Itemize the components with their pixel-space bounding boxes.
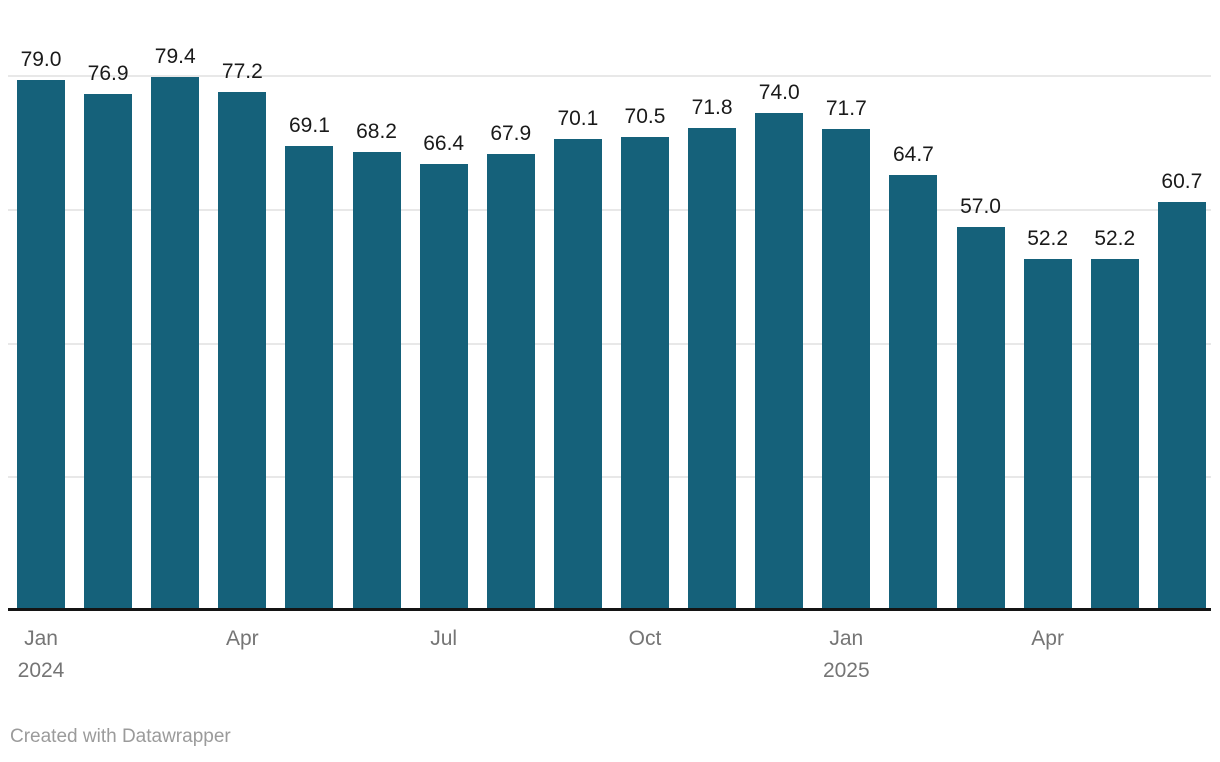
bar[interactable] [285, 145, 334, 608]
bar[interactable] [889, 175, 938, 608]
x-axis-tick-label: Jul [430, 627, 458, 650]
x-axis-tick-label: Apr [225, 627, 259, 650]
bar-value-label: 77.2 [221, 59, 263, 83]
bar[interactable] [1023, 258, 1072, 608]
gridline-60 [8, 208, 1211, 211]
bar[interactable] [419, 163, 468, 608]
bar-column-feb-2025: 64.7 [889, 0, 938, 608]
bar-column-oct-2024: 70.5 Oct [620, 0, 669, 650]
bar[interactable] [956, 226, 1005, 608]
bar-value-label: 71.7 [825, 96, 867, 120]
bar[interactable] [486, 153, 535, 608]
bar[interactable] [84, 93, 133, 608]
bar[interactable] [1090, 258, 1139, 608]
bar-value-label: 67.9 [490, 121, 532, 145]
x-axis-tick-label: Jan 2025 [822, 627, 870, 682]
bar[interactable] [822, 128, 871, 608]
x-axis-tick-label: Jan 2024 [17, 627, 65, 682]
bar-column-jul-2024: 66.4 Jul [419, 0, 468, 650]
bar-value-label: 70.1 [557, 107, 599, 131]
bar-value-label: 69.1 [289, 113, 330, 137]
attribution-text: Created with Datawrapper [10, 726, 231, 747]
bar-column-apr-2025: 52.2 Apr [1023, 0, 1072, 650]
bar-column-jun-2024: 68.2 [352, 0, 401, 608]
bar[interactable] [755, 113, 804, 608]
bar[interactable] [352, 151, 401, 608]
bar-value-label: 68.2 [356, 119, 397, 143]
gridline-40 [8, 342, 1211, 345]
x-axis-tick-label: Oct [628, 627, 662, 650]
bar-column-jan-2024: 79.0 Jan 2024 [17, 0, 65, 682]
bar-column-mar-2025: 57.0 [956, 0, 1005, 608]
bar-value-label: 76.9 [87, 61, 129, 85]
bar-column-sep-2024: 70.1 [553, 0, 602, 608]
bar[interactable] [620, 136, 669, 608]
bar-column-feb-2024: 76.9 [84, 0, 133, 608]
bar[interactable] [218, 91, 267, 608]
bar[interactable] [688, 127, 737, 608]
gridline-20 [8, 476, 1211, 479]
bar[interactable] [553, 139, 602, 608]
bar-column-may-2025: 52.2 [1090, 0, 1139, 608]
x-axis-tick-label: Apr [1031, 627, 1064, 650]
bar-value-label: 52.2 [1094, 226, 1136, 250]
bar-value-label: 64.7 [892, 143, 934, 167]
bar[interactable] [1157, 202, 1206, 608]
bar-column-mar-2024: 79.4 [151, 0, 200, 608]
bar-column-apr-2024: 77.2 Apr [218, 0, 267, 650]
bar-column-may-2024: 69.1 [285, 0, 334, 608]
bar-value-label: 57.0 [960, 194, 1001, 218]
bar-value-label: 71.8 [691, 95, 733, 119]
plot-area: 79.0 Jan 2024 76.9 79.4 77.2 Apr 69.1 68.2 66.4 J… [8, 0, 1211, 682]
bar-value-label: 52.2 [1027, 226, 1069, 250]
bar-value-label: 79.0 [20, 47, 62, 71]
bar-column-jan-2025: 71.7 Jan 2025 [822, 0, 871, 682]
bar-column-nov-2024: 71.8 [688, 0, 737, 608]
bar-column-jun-2025: 60.7 [1157, 0, 1206, 608]
bar-value-label: 79.4 [154, 45, 196, 69]
bar-value-label: 70.5 [624, 104, 666, 128]
bar-value-label: 60.7 [1161, 170, 1203, 194]
bar-column-aug-2024: 67.9 [486, 0, 535, 608]
bar[interactable] [151, 77, 200, 608]
bar-value-label: 74.0 [758, 81, 800, 105]
bars-container: 79.0 Jan 2024 76.9 79.4 77.2 Apr 69.1 68.2 66.4 J… [17, 0, 1206, 682]
bar-column-dec-2024: 74.0 [755, 0, 804, 608]
bar[interactable] [17, 79, 65, 608]
gridline-80 [8, 75, 1211, 77]
bar-value-label: 66.4 [423, 131, 465, 155]
